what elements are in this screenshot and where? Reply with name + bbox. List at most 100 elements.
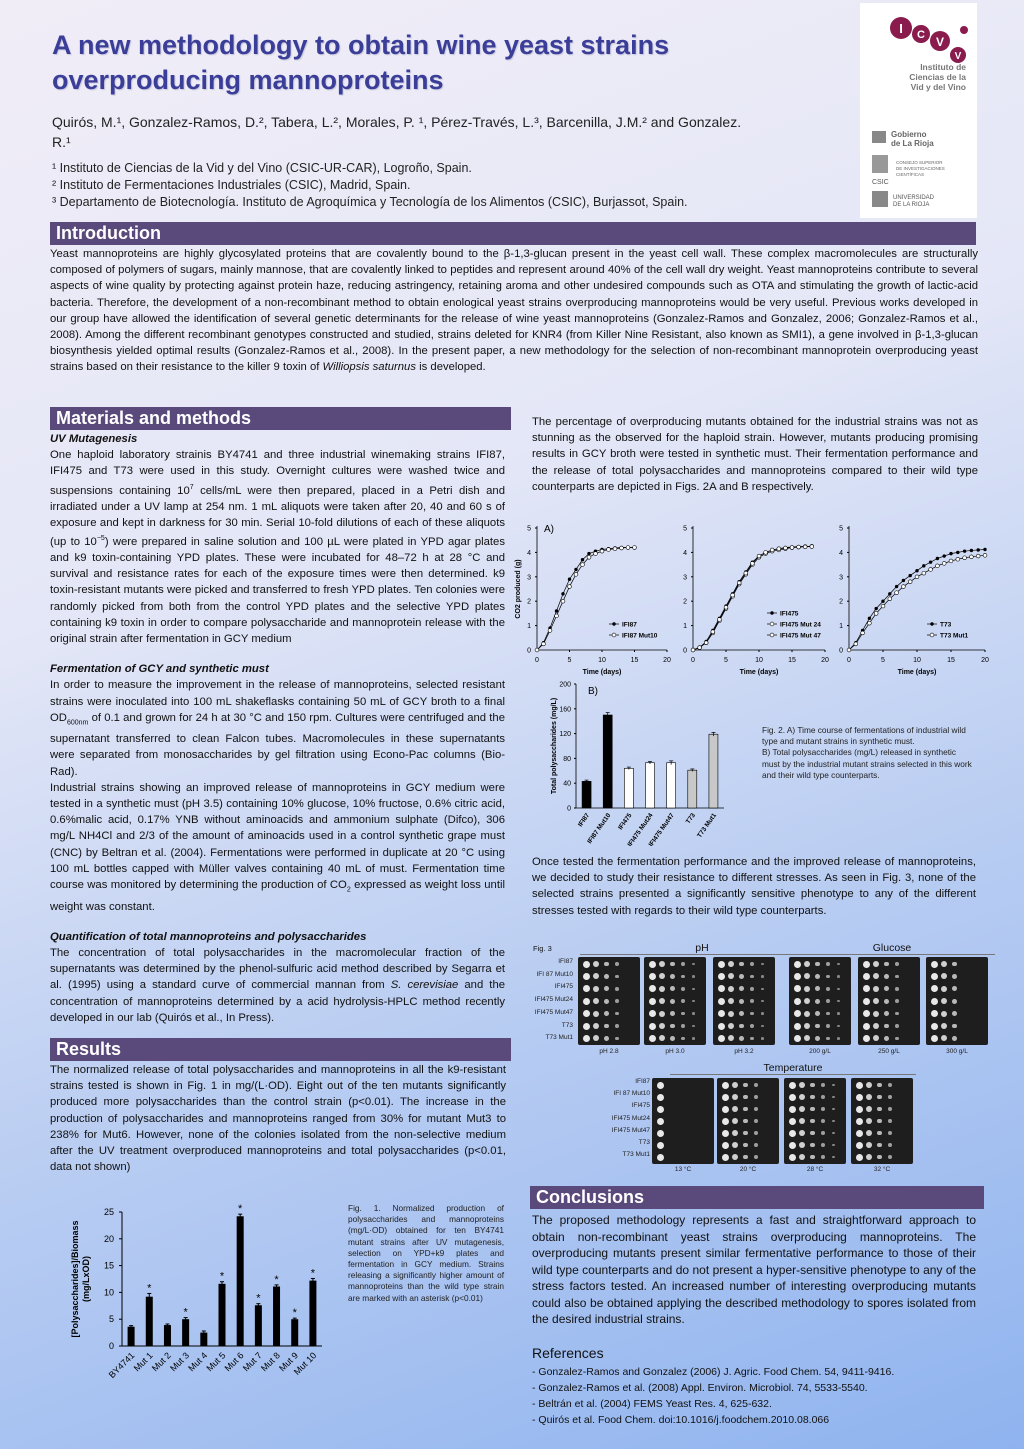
- x-tick-label: 5: [568, 657, 572, 664]
- significance-asterisk: *: [311, 1267, 316, 1279]
- data-point: [901, 578, 906, 583]
- x-axis-label: Time (days): [898, 669, 937, 676]
- x-tick-label: 20: [663, 657, 671, 664]
- data-point: [561, 592, 565, 596]
- y-tick-label: 0: [567, 806, 571, 813]
- data-point: [547, 628, 553, 633]
- data-point: [888, 592, 892, 596]
- data-point: [982, 553, 988, 558]
- data-point: [541, 641, 546, 647]
- bar: [218, 1283, 226, 1346]
- quantification-paragraph: The concentration of total polysaccharid…: [50, 946, 506, 1024]
- data-point: [894, 590, 899, 595]
- y-tick-label: 10: [104, 1287, 114, 1297]
- y-axis-label: CO2 produced (g): [515, 559, 522, 618]
- figure-2-caption-a: Fig. 2. A) Time course of fermentations …: [762, 725, 966, 747]
- data-point: [587, 551, 591, 556]
- data-point: [914, 574, 920, 579]
- data-point: [756, 553, 762, 559]
- data-point: [921, 570, 926, 576]
- panel-label: B): [588, 686, 598, 697]
- data-point: [690, 647, 696, 653]
- figure-3-temperature-title: Temperature: [670, 1062, 916, 1075]
- data-point: [619, 545, 624, 551]
- strain-label: IFI475 Mut24: [611, 1114, 650, 1122]
- strain-label: T73 Mut1: [545, 1034, 573, 1042]
- data-point: [554, 609, 559, 613]
- fermentation-subtitle: Fermentation of GCY and synthetic must: [50, 663, 269, 676]
- y-tick-label: 3: [683, 574, 687, 581]
- data-point: [567, 584, 572, 589]
- y-tick-label: 1: [527, 623, 531, 630]
- data-point: [554, 613, 559, 619]
- data-point: [730, 592, 735, 598]
- spot-assay-plate: [851, 1078, 913, 1164]
- condition-label: 32 °C: [873, 1166, 891, 1173]
- legend-label: IFI475 Mut 47: [780, 633, 821, 640]
- uv-subtitle: UV Mutagenesis: [50, 433, 138, 445]
- y-tick-label: 5: [109, 1314, 114, 1324]
- bar: [581, 781, 592, 809]
- series-line: [536, 547, 635, 651]
- strain-label: T73: [638, 1139, 650, 1146]
- figure-1-bar-chart: 0 5 10 15 20 25 [Polysaccharides]/Biomass(mg/L…: [70, 1203, 322, 1380]
- strain-label: IFI87: [635, 1078, 650, 1085]
- data-point: [949, 551, 953, 556]
- condition-label: 250 g/L: [878, 1048, 900, 1055]
- bar: [145, 1296, 153, 1346]
- y-tick-label: 5: [839, 526, 843, 533]
- condition-label: pH 2.8: [599, 1048, 619, 1055]
- x-tick-label: Mut 2: [150, 1350, 173, 1373]
- condition-label: 28 °C: [806, 1166, 824, 1173]
- x-tick-label: 0: [691, 657, 695, 664]
- y-tick-label: 200: [559, 682, 571, 689]
- data-point: [580, 558, 585, 562]
- data-point: [969, 554, 974, 559]
- strain-label: IFI 87 Mut10: [613, 1090, 651, 1098]
- bar: [666, 762, 676, 809]
- bar: [624, 768, 634, 809]
- x-tick-label: 10: [913, 657, 921, 664]
- figure-3-label: Fig. 3: [533, 944, 552, 953]
- icvv-name-1: Instituto de: [920, 62, 966, 72]
- icvv-name-2: Ciencias de la: [909, 72, 966, 82]
- icvv-logo: I C V V Instituto de Ciencias de la Vid …: [872, 17, 968, 208]
- y-tick-label: 0: [109, 1341, 114, 1351]
- x-tick-label: 5: [724, 657, 728, 664]
- data-point: [956, 550, 960, 555]
- legend-marker: [611, 632, 617, 638]
- intro-text-b: is developed.: [415, 361, 486, 374]
- bar: [254, 1305, 262, 1346]
- y-tick-label: 40: [563, 781, 571, 788]
- data-point: [942, 561, 947, 566]
- spot-assay-plate: [644, 957, 706, 1045]
- legend-label: IFI87: [622, 622, 637, 629]
- data-point: [796, 544, 801, 550]
- reference-item: - Gonzalez-Ramos and Gonzalez (2006) J. …: [532, 1366, 895, 1378]
- data-point: [560, 598, 566, 604]
- data-point: [867, 616, 872, 620]
- ur-line-2: DE LA RIOJA: [893, 202, 929, 208]
- data-point: [776, 546, 781, 551]
- data-point: [534, 647, 540, 653]
- data-point: [803, 544, 808, 549]
- y-tick-label: 20: [104, 1234, 114, 1244]
- y-tick-label: 2: [527, 599, 531, 606]
- y-tick-label: 25: [104, 1207, 114, 1217]
- spot-assay-plate: [784, 1078, 846, 1164]
- data-point: [853, 641, 858, 647]
- section-conclusions-heading: Conclusions: [530, 1186, 984, 1209]
- affiliation-3: ³ Departamento de Biotecnología. Institu…: [52, 195, 688, 209]
- x-tick-label: T73 Mut1: [696, 812, 718, 839]
- data-point: [976, 553, 981, 559]
- poster-title: A new methodology to obtain wine yeast s…: [52, 30, 670, 95]
- data-point: [860, 630, 865, 636]
- data-point: [908, 579, 913, 584]
- quantification-subtitle: Quantification of total mannoproteins an…: [50, 930, 367, 943]
- legend-marker: [612, 622, 616, 626]
- bar: [273, 1286, 281, 1346]
- svg-text:V: V: [955, 51, 962, 62]
- strain-label: IFI87: [558, 958, 573, 965]
- rioja-name-1: Gobierno: [891, 130, 927, 139]
- csic-name: CSIC: [872, 179, 889, 186]
